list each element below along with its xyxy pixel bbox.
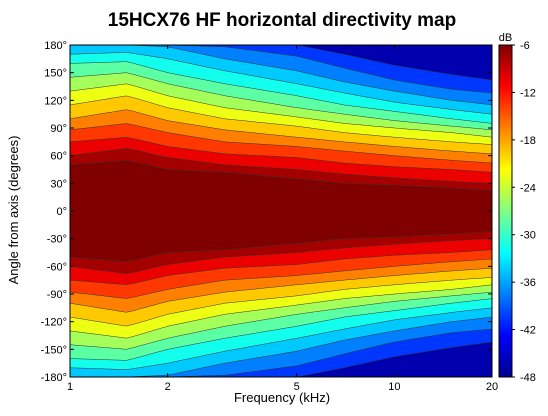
contour-band: [70, 160, 492, 262]
contour-line: [69, 137, 493, 173]
y-tick-label: 30°: [50, 178, 67, 190]
colorbar-tick-label: -36: [520, 277, 536, 289]
contour-line: [69, 267, 493, 313]
colorbar-tick-label: -42: [520, 325, 536, 337]
y-tick-label: -120°: [41, 317, 67, 329]
contour-line: [69, 298, 493, 361]
colorbar-unit-label: dB: [499, 32, 512, 44]
y-tick-label: -60°: [47, 261, 67, 273]
y-tick-label: 120°: [44, 95, 67, 107]
contour-line: [69, 307, 493, 370]
y-tick-label: 0°: [56, 206, 67, 218]
contour-line: [69, 284, 493, 339]
colorbar-tick-label: -12: [520, 87, 536, 99]
y-tick-label: -180°: [41, 372, 67, 384]
x-axis-ticks: 1 2 5 10 20: [67, 45, 498, 393]
contour-line: [70, 44, 493, 106]
x-tick-label: 5: [294, 381, 300, 393]
contour-line: [69, 238, 493, 274]
contour-line: [69, 291, 493, 350]
contour-line: [70, 316, 493, 378]
y-tick-label: 180°: [44, 40, 67, 52]
colorbar-tick-label: -48: [520, 372, 536, 384]
contour-line: [69, 148, 493, 184]
x-tick-label: 1: [67, 381, 73, 393]
contour-line: [69, 277, 493, 327]
chart-title: 15HCX76 HF horizontal directivity map: [108, 10, 456, 31]
colorbar-tick-label: -30: [520, 230, 536, 242]
heatmap-area: [70, 45, 492, 377]
contour-line: [69, 95, 493, 145]
x-tick-label: 20: [486, 381, 498, 393]
x-tick-label: 10: [388, 381, 400, 393]
contour-line: [69, 61, 493, 124]
contour-line: [69, 123, 493, 164]
y-tick-label: 60°: [50, 151, 67, 163]
contour-line: [69, 109, 493, 155]
contour-line: [69, 52, 493, 115]
y-tick-label: -150°: [41, 344, 67, 356]
y-tick-label: 150°: [44, 68, 67, 80]
contour-line: [69, 258, 493, 299]
x-axis-label: Frequency (kHz): [234, 390, 330, 405]
y-tick-label: -30°: [47, 234, 67, 246]
contour-line: [69, 160, 493, 191]
contour-line: [69, 72, 493, 131]
contour-line: [69, 249, 493, 285]
y-axis-ticks: 180° 150° 120° 90° 60° 30° 0° -30° -60° -90° -120°…: [41, 40, 492, 384]
colorbar-tick-label: -24: [520, 182, 536, 194]
contour-line: [69, 83, 493, 138]
colorbar-ticks: -6 -12 -18 -24 -30 -36 -42 -48: [512, 40, 536, 384]
colorbar-scale: [498, 44, 513, 378]
colorbar-tick-label: -6: [520, 40, 530, 52]
y-axis-label: Angle from axis (degrees): [6, 136, 21, 285]
x-tick-label: 2: [165, 381, 171, 393]
contour-line: [69, 231, 493, 262]
colorbar: dB -6 -12 -18 -24 -30 -36 -42 -48: [498, 32, 536, 384]
y-tick-label: -90°: [47, 289, 67, 301]
y-tick-label: 90°: [50, 123, 67, 135]
contour-lines: [69, 44, 493, 378]
colorbar-tick-label: -18: [520, 135, 536, 147]
